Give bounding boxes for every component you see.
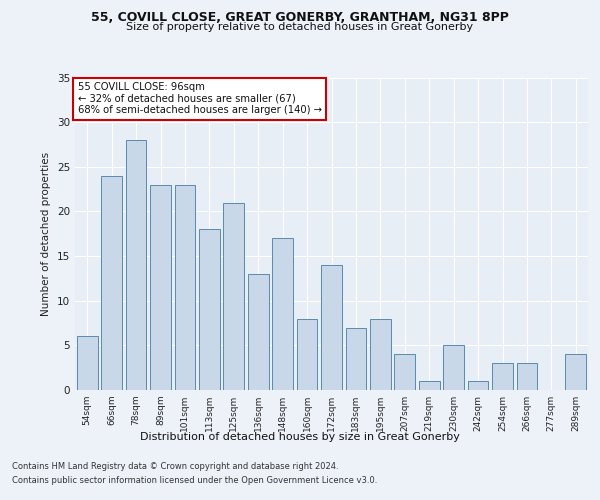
Text: Distribution of detached houses by size in Great Gonerby: Distribution of detached houses by size … xyxy=(140,432,460,442)
Text: 55, COVILL CLOSE, GREAT GONERBY, GRANTHAM, NG31 8PP: 55, COVILL CLOSE, GREAT GONERBY, GRANTHA… xyxy=(91,11,509,24)
Bar xyxy=(125,140,146,390)
Bar xyxy=(370,318,391,390)
Y-axis label: Number of detached properties: Number of detached properties xyxy=(41,152,52,316)
Bar xyxy=(394,354,415,390)
Bar xyxy=(77,336,98,390)
Bar xyxy=(150,184,171,390)
Bar xyxy=(419,381,440,390)
Bar xyxy=(175,184,196,390)
Text: Contains public sector information licensed under the Open Government Licence v3: Contains public sector information licen… xyxy=(12,476,377,485)
Bar xyxy=(346,328,367,390)
Bar xyxy=(443,346,464,390)
Bar xyxy=(296,318,317,390)
Bar xyxy=(517,363,538,390)
Bar xyxy=(199,230,220,390)
Bar xyxy=(101,176,122,390)
Bar xyxy=(272,238,293,390)
Text: Size of property relative to detached houses in Great Gonerby: Size of property relative to detached ho… xyxy=(127,22,473,32)
Bar xyxy=(492,363,513,390)
Bar xyxy=(565,354,586,390)
Bar xyxy=(223,202,244,390)
Bar xyxy=(467,381,488,390)
Bar xyxy=(248,274,269,390)
Bar xyxy=(321,265,342,390)
Text: Contains HM Land Registry data © Crown copyright and database right 2024.: Contains HM Land Registry data © Crown c… xyxy=(12,462,338,471)
Text: 55 COVILL CLOSE: 96sqm
← 32% of detached houses are smaller (67)
68% of semi-det: 55 COVILL CLOSE: 96sqm ← 32% of detached… xyxy=(77,82,322,116)
